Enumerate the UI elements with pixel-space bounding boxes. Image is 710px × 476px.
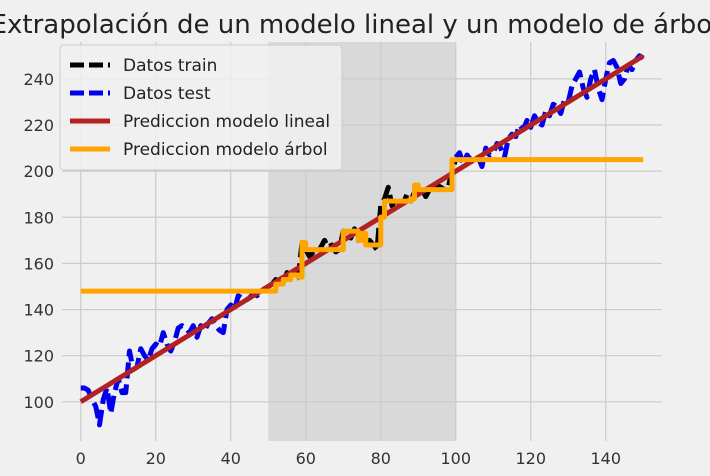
x-tick-label: 20 bbox=[146, 449, 166, 468]
y-tick-label: 200 bbox=[23, 162, 54, 181]
legend: Datos train Datos test Prediccion modelo l… bbox=[59, 44, 343, 171]
tick-labels: 0 20 40 60 80 100 120 140 100 120 140 160 180 200 220 2… bbox=[23, 70, 621, 468]
y-tick-label: 240 bbox=[23, 70, 54, 89]
legend-box bbox=[59, 44, 343, 171]
grid bbox=[62, 42, 662, 441]
series-datos-test-0 bbox=[80, 284, 270, 428]
x-tick-label: 60 bbox=[296, 449, 316, 468]
x-tick-label: 0 bbox=[76, 449, 86, 468]
x-tick-label: 40 bbox=[221, 449, 241, 468]
legend-label: Datos test bbox=[123, 84, 211, 104]
x-tick-label: 100 bbox=[440, 449, 471, 468]
x-tick-label: 80 bbox=[371, 449, 391, 468]
y-tick-label: 160 bbox=[23, 254, 54, 273]
chart-title: Extrapolación de un modelo lineal y un m… bbox=[0, 10, 710, 40]
legend-label: Prediccion modelo lineal bbox=[123, 112, 330, 132]
y-tick-label: 180 bbox=[23, 208, 54, 227]
y-tick-label: 100 bbox=[23, 393, 54, 412]
y-tick-label: 120 bbox=[23, 347, 54, 366]
y-tick-label: 140 bbox=[23, 301, 54, 320]
x-tick-label: 120 bbox=[515, 449, 546, 468]
y-tick-label: 220 bbox=[23, 116, 54, 135]
series-prediccion-modelo-árbol-4 bbox=[80, 157, 644, 294]
series-layer bbox=[79, 53, 645, 428]
series-prediccion-modelo-lineal-3 bbox=[79, 53, 645, 404]
legend-label: Datos train bbox=[123, 56, 217, 76]
legend-label: Prediccion modelo árbol bbox=[123, 140, 328, 160]
x-tick-label: 140 bbox=[590, 449, 621, 468]
